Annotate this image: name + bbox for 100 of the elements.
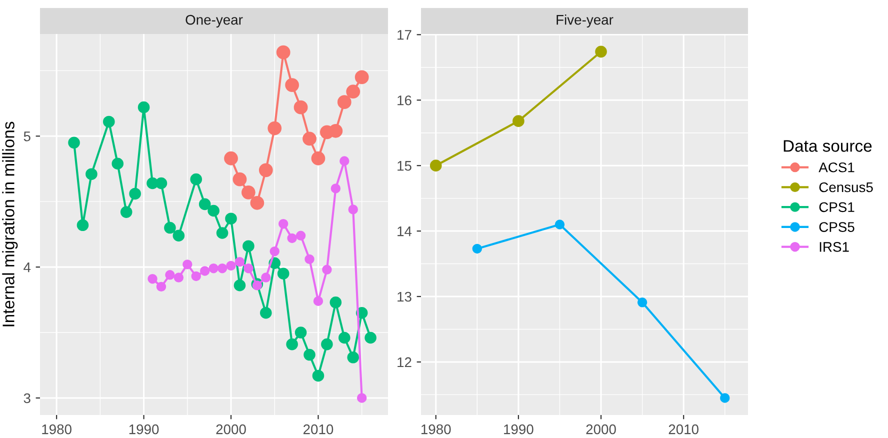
- y-tick-label: 17: [398, 30, 412, 40]
- y-tick-label: 12: [398, 357, 412, 368]
- point: [287, 233, 297, 244]
- point: [165, 270, 175, 280]
- point: [216, 227, 228, 239]
- point: [174, 272, 184, 282]
- point: [302, 132, 316, 146]
- point: [277, 268, 290, 280]
- point: [191, 271, 201, 282]
- point: [250, 196, 264, 210]
- point: [217, 264, 228, 274]
- point: [258, 163, 273, 178]
- point: [348, 204, 358, 214]
- point: [242, 185, 256, 200]
- point: [234, 256, 245, 267]
- x-tick-label: 1980: [421, 424, 451, 434]
- point: [164, 222, 176, 234]
- point: [182, 260, 192, 270]
- point: [103, 116, 115, 128]
- x-tick-label: 2010: [668, 424, 698, 434]
- chart-title: One-year: [186, 14, 243, 28]
- point: [268, 121, 282, 136]
- point: [311, 151, 326, 166]
- x-tick-label: 1990: [129, 424, 159, 434]
- y-tick-label: 5: [24, 132, 30, 142]
- y-tick-label: 13: [398, 292, 412, 302]
- legend-label: CPS5: [819, 222, 854, 232]
- point: [242, 240, 254, 252]
- point: [512, 115, 524, 127]
- point: [225, 212, 237, 225]
- point: [234, 279, 246, 292]
- point: [321, 338, 333, 350]
- point: [637, 298, 648, 308]
- legend-label: Census5: [819, 182, 873, 192]
- point: [304, 254, 314, 264]
- point: [554, 220, 565, 230]
- point: [330, 184, 341, 194]
- legend-label: CPS1: [819, 202, 854, 212]
- point: [304, 348, 316, 361]
- point: [68, 136, 80, 149]
- point: [86, 168, 98, 180]
- point: [198, 198, 211, 210]
- point: [328, 124, 343, 138]
- point: [430, 160, 442, 172]
- point: [720, 393, 730, 403]
- legend-label: ACS1: [818, 162, 854, 172]
- point: [208, 264, 218, 274]
- point: [261, 272, 271, 282]
- point: [270, 246, 280, 256]
- point: [472, 244, 482, 254]
- point: [347, 351, 360, 364]
- point: [76, 219, 89, 232]
- point: [226, 260, 236, 271]
- chart-title: Five-year: [556, 14, 614, 28]
- point: [312, 370, 324, 382]
- point: [322, 264, 332, 275]
- y-tick-label: 16: [398, 95, 412, 106]
- point: [156, 282, 166, 292]
- x-tick-label: 2000: [216, 424, 246, 434]
- point: [285, 78, 300, 92]
- point: [294, 100, 308, 114]
- x-tick-label: 2010: [303, 424, 334, 434]
- x-tick-label: 1980: [42, 424, 72, 434]
- legend-title: Data source: [784, 140, 872, 152]
- point: [138, 101, 150, 114]
- point: [260, 306, 272, 319]
- point: [330, 296, 342, 308]
- point: [252, 280, 262, 290]
- point: [200, 266, 210, 276]
- point: [346, 84, 360, 99]
- point: [208, 204, 220, 217]
- point: [224, 151, 238, 166]
- point: [120, 206, 132, 218]
- point: [356, 393, 367, 403]
- point: [286, 338, 298, 350]
- y-tick-label: 15: [398, 161, 412, 171]
- y-tick-label: 4: [24, 262, 31, 272]
- x-tick-label: 2000: [586, 424, 616, 434]
- point: [337, 95, 352, 110]
- point: [364, 332, 376, 344]
- point: [294, 326, 307, 338]
- point: [190, 173, 202, 186]
- point: [232, 172, 247, 186]
- point: [276, 45, 290, 60]
- point: [129, 188, 141, 200]
- point: [148, 274, 158, 284]
- point: [244, 264, 254, 274]
- legend-label: IRS1: [820, 242, 849, 252]
- point: [338, 332, 350, 344]
- point: [595, 46, 607, 58]
- y-tick-label: 14: [398, 226, 412, 236]
- point: [296, 230, 306, 240]
- point: [112, 158, 124, 170]
- point: [155, 177, 168, 190]
- point: [278, 218, 288, 229]
- y-axis-title: Internal migration in millions: [2, 122, 18, 326]
- point: [354, 70, 369, 84]
- point: [172, 230, 185, 242]
- y-tick-label: 3: [24, 393, 30, 404]
- point: [340, 156, 350, 166]
